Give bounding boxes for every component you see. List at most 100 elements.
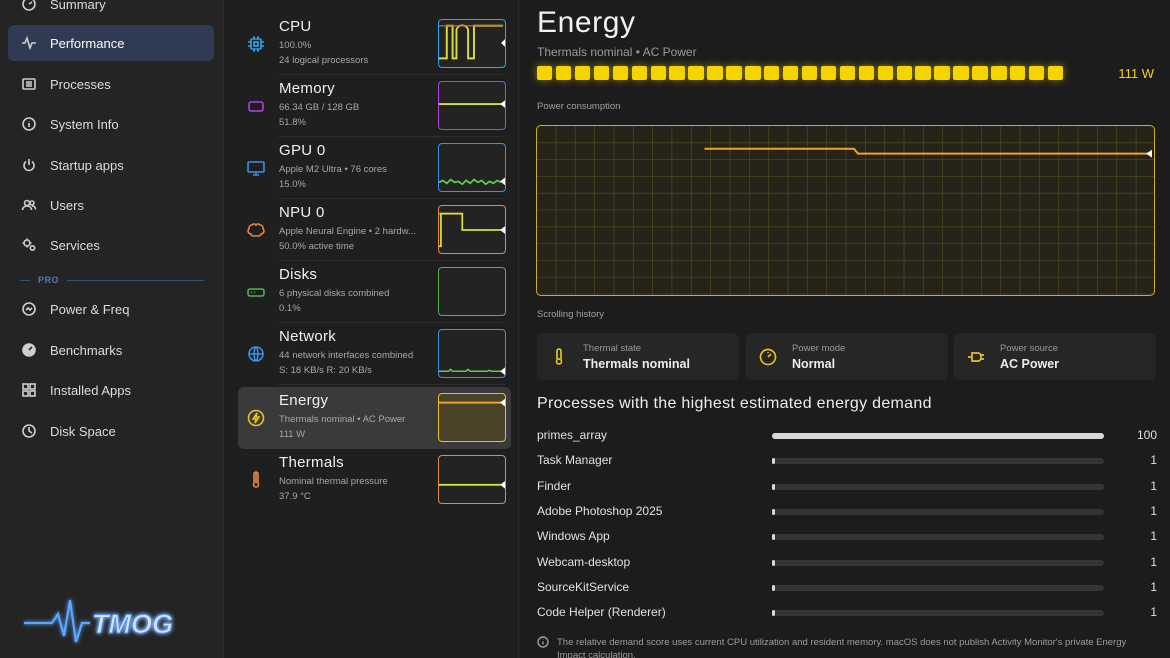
- process-demand-bar: [772, 559, 1104, 566]
- power-meter-segment: [650, 66, 666, 80]
- card-divider: [278, 136, 505, 137]
- process-row[interactable]: SourceKitService 1: [537, 578, 1157, 598]
- sidebar-item-services[interactable]: Services: [8, 227, 214, 263]
- thermometer-icon: [549, 347, 569, 367]
- sidebar-item-power-freq[interactable]: Power & Freq: [8, 291, 214, 327]
- sidebar-item-startup-apps[interactable]: Startup apps: [8, 147, 214, 183]
- cpu-chip-icon: [246, 34, 266, 54]
- sidebar-item-system-info[interactable]: System Info: [8, 106, 214, 142]
- sidebar-item-summary[interactable]: Summary: [8, 0, 214, 22]
- sidebar-item-processes[interactable]: Processes: [8, 66, 214, 102]
- power-meter-segment: [1010, 66, 1026, 80]
- process-row[interactable]: Code Helper (Renderer) 1: [537, 603, 1157, 623]
- process-row[interactable]: Adobe Photoshop 2025 1: [537, 502, 1157, 522]
- process-row[interactable]: primes_array 100: [537, 426, 1157, 446]
- power-meter-segment: [934, 66, 950, 80]
- speedometer-icon: [20, 341, 38, 359]
- process-row[interactable]: Windows App 1: [537, 527, 1157, 547]
- sidebar-item-label: Processes: [50, 76, 111, 92]
- resource-detail: 100.0%: [279, 40, 312, 51]
- card-divider: [278, 74, 505, 75]
- svg-text:TMOG: TMOG: [92, 609, 173, 639]
- sidebar-item-benchmarks[interactable]: Benchmarks: [8, 332, 214, 368]
- sidebar: Summary Performance Processes System Inf…: [0, 0, 224, 658]
- power-meter-segment: [631, 66, 647, 80]
- power-meter-segment: [764, 66, 780, 80]
- page-title: Energy: [537, 6, 636, 39]
- process-demand-bar: [772, 508, 1104, 515]
- sidebar-item-performance[interactable]: Performance: [8, 25, 214, 61]
- memory-sparkline: [438, 81, 506, 130]
- sidebar-item-label: Services: [50, 237, 100, 253]
- gears-icon: [20, 236, 38, 254]
- power-meter-segment: [782, 66, 799, 80]
- stat-label: Thermal state: [583, 343, 642, 354]
- history-label: Scrolling history: [537, 309, 605, 320]
- users-icon: [20, 196, 38, 214]
- resource-card-thermals[interactable]: Thermals Nominal thermal pressure 37.9 °…: [238, 449, 511, 511]
- resource-card-cpu[interactable]: CPU 100.0% 24 logical processors: [238, 13, 511, 75]
- power-meter-segment: [612, 66, 629, 80]
- resource-card-network[interactable]: Network 44 network interfaces combined S…: [238, 323, 511, 385]
- process-demand-value: 1: [1150, 478, 1157, 493]
- power-meter-segment: [953, 66, 969, 80]
- resource-detail: Nominal thermal pressure: [279, 476, 388, 487]
- resource-detail: 6 physical disks combined: [279, 288, 390, 299]
- process-demand-fill: [772, 483, 776, 490]
- power-meter-segment: [593, 66, 610, 80]
- process-name: Code Helper (Renderer): [537, 605, 666, 620]
- process-row[interactable]: Finder 1: [537, 477, 1157, 497]
- footnote: The relative demand score uses current C…: [537, 636, 1137, 658]
- card-divider: [278, 260, 505, 261]
- process-row[interactable]: Task Manager 1: [537, 451, 1157, 471]
- power-meter-segment: [726, 66, 742, 80]
- sidebar-item-label: Disk Space: [50, 423, 116, 439]
- resource-card-gpu[interactable]: GPU 0 Apple M2 Ultra • 76 cores 15.0%: [238, 137, 511, 199]
- resource-card-disks[interactable]: Disks 6 physical disks combined 0.1%: [238, 261, 511, 323]
- sidebar-item-users[interactable]: Users: [8, 187, 214, 223]
- process-demand-fill: [772, 508, 776, 515]
- process-demand-bar: [772, 433, 1104, 439]
- resource-detail: Apple Neural Engine • 2 hardw...: [279, 226, 416, 237]
- gpu-sparkline: [438, 143, 506, 192]
- stat-power-mode: Power mode Normal: [746, 333, 948, 380]
- process-demand-bar: [772, 584, 1104, 591]
- sidebar-item-label: Users: [50, 197, 84, 213]
- resource-card-energy[interactable]: Energy Thermals nominal • AC Power 111 W: [238, 387, 511, 449]
- resource-card-npu[interactable]: NPU 0 Apple Neural Engine • 2 hardw... 5…: [238, 199, 511, 261]
- power-meter-segment: [669, 66, 685, 80]
- power-meter-segment: [972, 66, 988, 80]
- card-divider: [278, 322, 505, 323]
- power-meter-segment: [801, 66, 818, 80]
- power-watts: 111 W: [1118, 66, 1154, 81]
- gauge-icon: [20, 0, 38, 13]
- network-sparkline: [438, 329, 506, 378]
- process-demand-fill: [772, 458, 776, 465]
- grid-icon: [20, 381, 38, 399]
- process-demand-value: 1: [1150, 554, 1157, 569]
- power-meter-segment: [555, 66, 572, 80]
- list-icon: [20, 75, 38, 93]
- power-meter-segment: [858, 66, 875, 80]
- process-demand-value: 1: [1150, 453, 1157, 468]
- stat-value: Thermals nominal: [583, 357, 690, 371]
- npu-sparkline: [438, 205, 506, 254]
- stat-power-source: Power source AC Power: [954, 333, 1156, 380]
- process-row[interactable]: Webcam-desktop 1: [537, 553, 1157, 573]
- memory-icon: [246, 96, 266, 116]
- pulse-icon: [20, 34, 38, 52]
- divider-line: [20, 279, 30, 281]
- power-meter-segment: [688, 66, 704, 80]
- resource-detail: 50.0% active time: [279, 241, 354, 252]
- power-meter-segment: [1028, 66, 1045, 80]
- sidebar-item-disk-space[interactable]: Disk Space: [8, 413, 214, 449]
- resource-card-memory[interactable]: Memory 66.34 GB / 128 GB 51.8%: [238, 75, 511, 137]
- sidebar-item-installed-apps[interactable]: Installed Apps: [8, 372, 214, 408]
- sidebar-item-label: Installed Apps: [50, 382, 131, 398]
- resource-detail: Thermals nominal • AC Power: [279, 414, 406, 425]
- resource-title: Energy: [279, 392, 329, 409]
- process-name: Task Manager: [537, 453, 613, 468]
- bolt-icon: [246, 408, 266, 428]
- process-name: Windows App: [537, 529, 610, 544]
- gauge-icon: [758, 347, 778, 367]
